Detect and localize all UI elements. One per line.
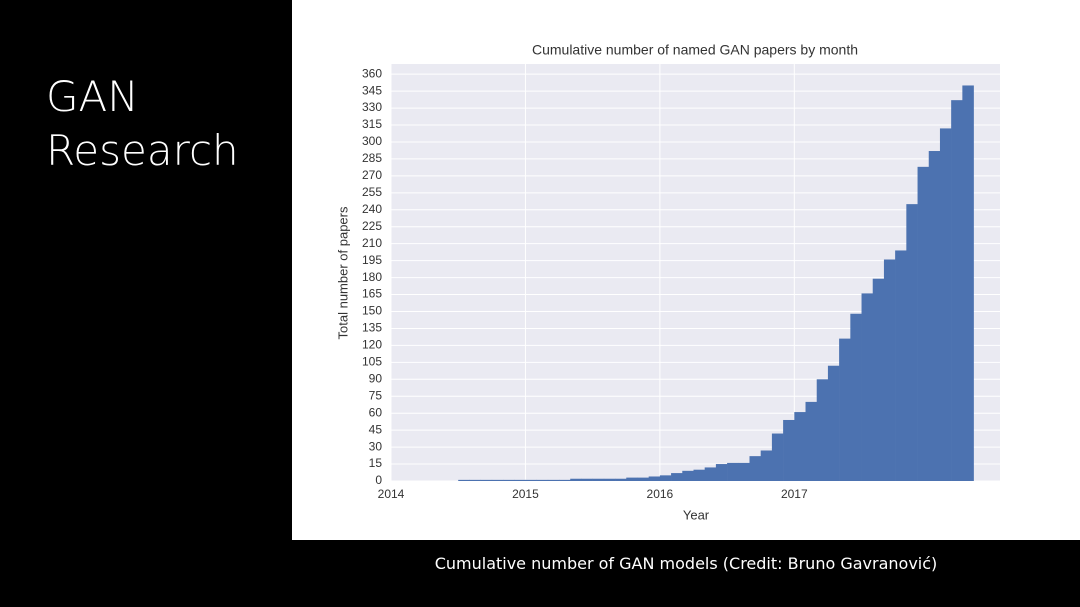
bar: [861, 293, 874, 481]
y-tick-label: 360: [362, 66, 382, 80]
bar: [917, 166, 930, 481]
y-tick-label: 90: [369, 371, 383, 385]
y-tick-label: 180: [362, 270, 382, 284]
y-tick-label: 75: [369, 388, 383, 402]
bar: [547, 479, 560, 481]
bar: [883, 259, 896, 481]
bar: [603, 478, 616, 481]
bar: [928, 151, 941, 481]
y-tick-label: 255: [362, 185, 382, 199]
bar: [827, 365, 840, 481]
bar: [659, 475, 672, 481]
bar: [525, 479, 537, 481]
bar: [559, 479, 571, 481]
y-tick-label: 225: [362, 219, 382, 233]
y-tick-label: 150: [362, 304, 382, 318]
bar: [704, 467, 717, 481]
bar: [805, 401, 818, 481]
bar: [895, 250, 907, 481]
y-tick-label: 270: [362, 168, 382, 182]
bar: [648, 476, 661, 481]
bar: [906, 204, 918, 482]
bar: [671, 473, 683, 481]
bar: [615, 478, 627, 481]
y-tick-label: 315: [362, 117, 382, 131]
bar: [715, 464, 728, 481]
bar: [480, 479, 493, 481]
y-tick-label: 45: [369, 422, 383, 436]
bar: [469, 479, 481, 481]
bar: [536, 479, 549, 481]
bar: [749, 456, 762, 481]
bar: [514, 479, 526, 481]
y-tick-label: 330: [362, 100, 382, 114]
y-tick-label: 345: [362, 83, 382, 97]
bar: [939, 128, 952, 482]
y-tick-label: 0: [375, 473, 382, 487]
x-tick-label: 2014: [378, 487, 405, 501]
bar: [816, 379, 829, 481]
bar: [682, 470, 694, 481]
bar: [794, 412, 806, 481]
x-axis-label: Year: [683, 507, 710, 522]
bar: [850, 313, 862, 481]
y-tick-label: 300: [362, 134, 382, 148]
bar: [503, 479, 515, 481]
bar: [839, 338, 851, 481]
y-tick-label: 105: [362, 355, 382, 369]
bar: [872, 278, 885, 481]
y-tick-label: 60: [369, 405, 383, 419]
caption: Cumulative number of GAN models (Credit:…: [434, 554, 938, 573]
bar: [626, 477, 638, 481]
chart-panel: Cumulative number of named GAN papers by…: [292, 0, 1080, 540]
bar: [962, 85, 974, 481]
x-tick-label: 2017: [781, 487, 808, 501]
y-tick-label: 285: [362, 151, 382, 165]
chart-title: Cumulative number of named GAN papers by…: [532, 42, 858, 58]
bar: [771, 433, 784, 481]
y-tick-label: 15: [369, 456, 383, 470]
bar: [637, 477, 649, 481]
bar: [570, 478, 582, 481]
bar: [592, 478, 605, 481]
bar: [693, 469, 705, 481]
y-tick-label: 135: [362, 321, 382, 335]
chart: Cumulative number of named GAN papers by…: [335, 42, 1000, 522]
y-tick-label: 30: [369, 439, 383, 453]
y-tick-label: 165: [362, 287, 382, 301]
bar: [951, 100, 963, 482]
slide-title: GAN Research: [46, 72, 239, 175]
bar: [760, 450, 773, 481]
bar: [738, 462, 750, 481]
y-tick-label: 210: [362, 236, 382, 250]
bar: [783, 419, 795, 481]
x-tick-label: 2016: [647, 487, 674, 501]
bar: [581, 478, 593, 481]
y-tick-label: 120: [362, 338, 382, 352]
bar: [491, 479, 504, 481]
x-tick-label: 2015: [512, 487, 539, 501]
y-axis-label: Total number of papers: [335, 206, 350, 339]
bar: [727, 462, 739, 481]
bar: [458, 479, 470, 481]
y-tick-label: 195: [362, 253, 382, 267]
y-tick-label: 240: [362, 202, 382, 216]
